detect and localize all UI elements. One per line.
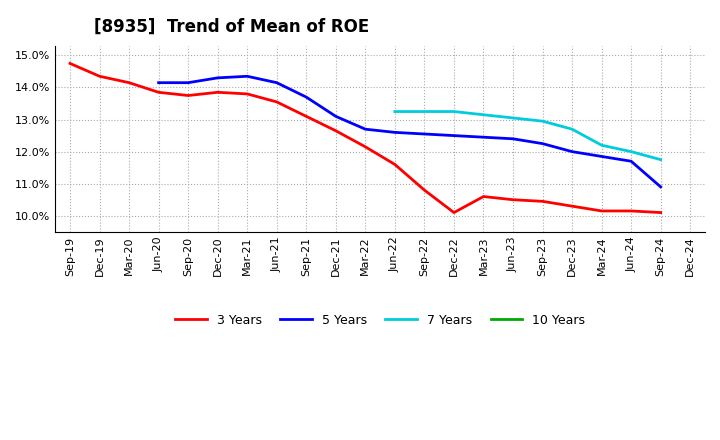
5 Years (272, 80, 281, 85)
7 Years (627, 149, 636, 154)
Line: 7 Years: 7 Years (395, 112, 661, 160)
5 Years (449, 133, 458, 138)
7 Years (657, 157, 665, 162)
3 Years (390, 162, 399, 167)
5 Years (420, 132, 428, 137)
5 Years (480, 135, 488, 140)
3 Years (213, 90, 222, 95)
3 Years (302, 114, 310, 119)
7 Years (568, 127, 577, 132)
3 Years (657, 210, 665, 215)
3 Years (539, 199, 547, 204)
5 Years (598, 154, 606, 159)
7 Years (420, 109, 428, 114)
3 Years (154, 90, 163, 95)
3 Years (125, 80, 133, 85)
3 Years (66, 61, 74, 66)
5 Years (361, 127, 369, 132)
3 Years (331, 128, 340, 133)
Line: 5 Years: 5 Years (158, 76, 661, 187)
5 Years (509, 136, 518, 141)
Text: [8935]  Trend of Mean of ROE: [8935] Trend of Mean of ROE (94, 18, 369, 36)
7 Years (449, 109, 458, 114)
Line: 3 Years: 3 Years (70, 63, 661, 213)
5 Years (154, 80, 163, 85)
5 Years (331, 114, 340, 119)
3 Years (449, 210, 458, 215)
3 Years (627, 208, 636, 213)
3 Years (509, 197, 518, 202)
7 Years (390, 109, 399, 114)
7 Years (539, 118, 547, 124)
5 Years (213, 75, 222, 81)
3 Years (272, 99, 281, 105)
5 Years (657, 184, 665, 190)
3 Years (598, 208, 606, 213)
5 Years (627, 158, 636, 164)
5 Years (243, 73, 251, 79)
3 Years (184, 93, 192, 98)
7 Years (598, 143, 606, 148)
7 Years (480, 112, 488, 117)
5 Years (390, 130, 399, 135)
5 Years (568, 149, 577, 154)
3 Years (243, 91, 251, 96)
3 Years (568, 204, 577, 209)
3 Years (480, 194, 488, 199)
3 Years (361, 144, 369, 150)
5 Years (539, 141, 547, 146)
7 Years (509, 115, 518, 121)
3 Years (95, 73, 104, 79)
Legend: 3 Years, 5 Years, 7 Years, 10 Years: 3 Years, 5 Years, 7 Years, 10 Years (171, 309, 590, 332)
5 Years (302, 95, 310, 100)
3 Years (420, 187, 428, 193)
5 Years (184, 80, 192, 85)
